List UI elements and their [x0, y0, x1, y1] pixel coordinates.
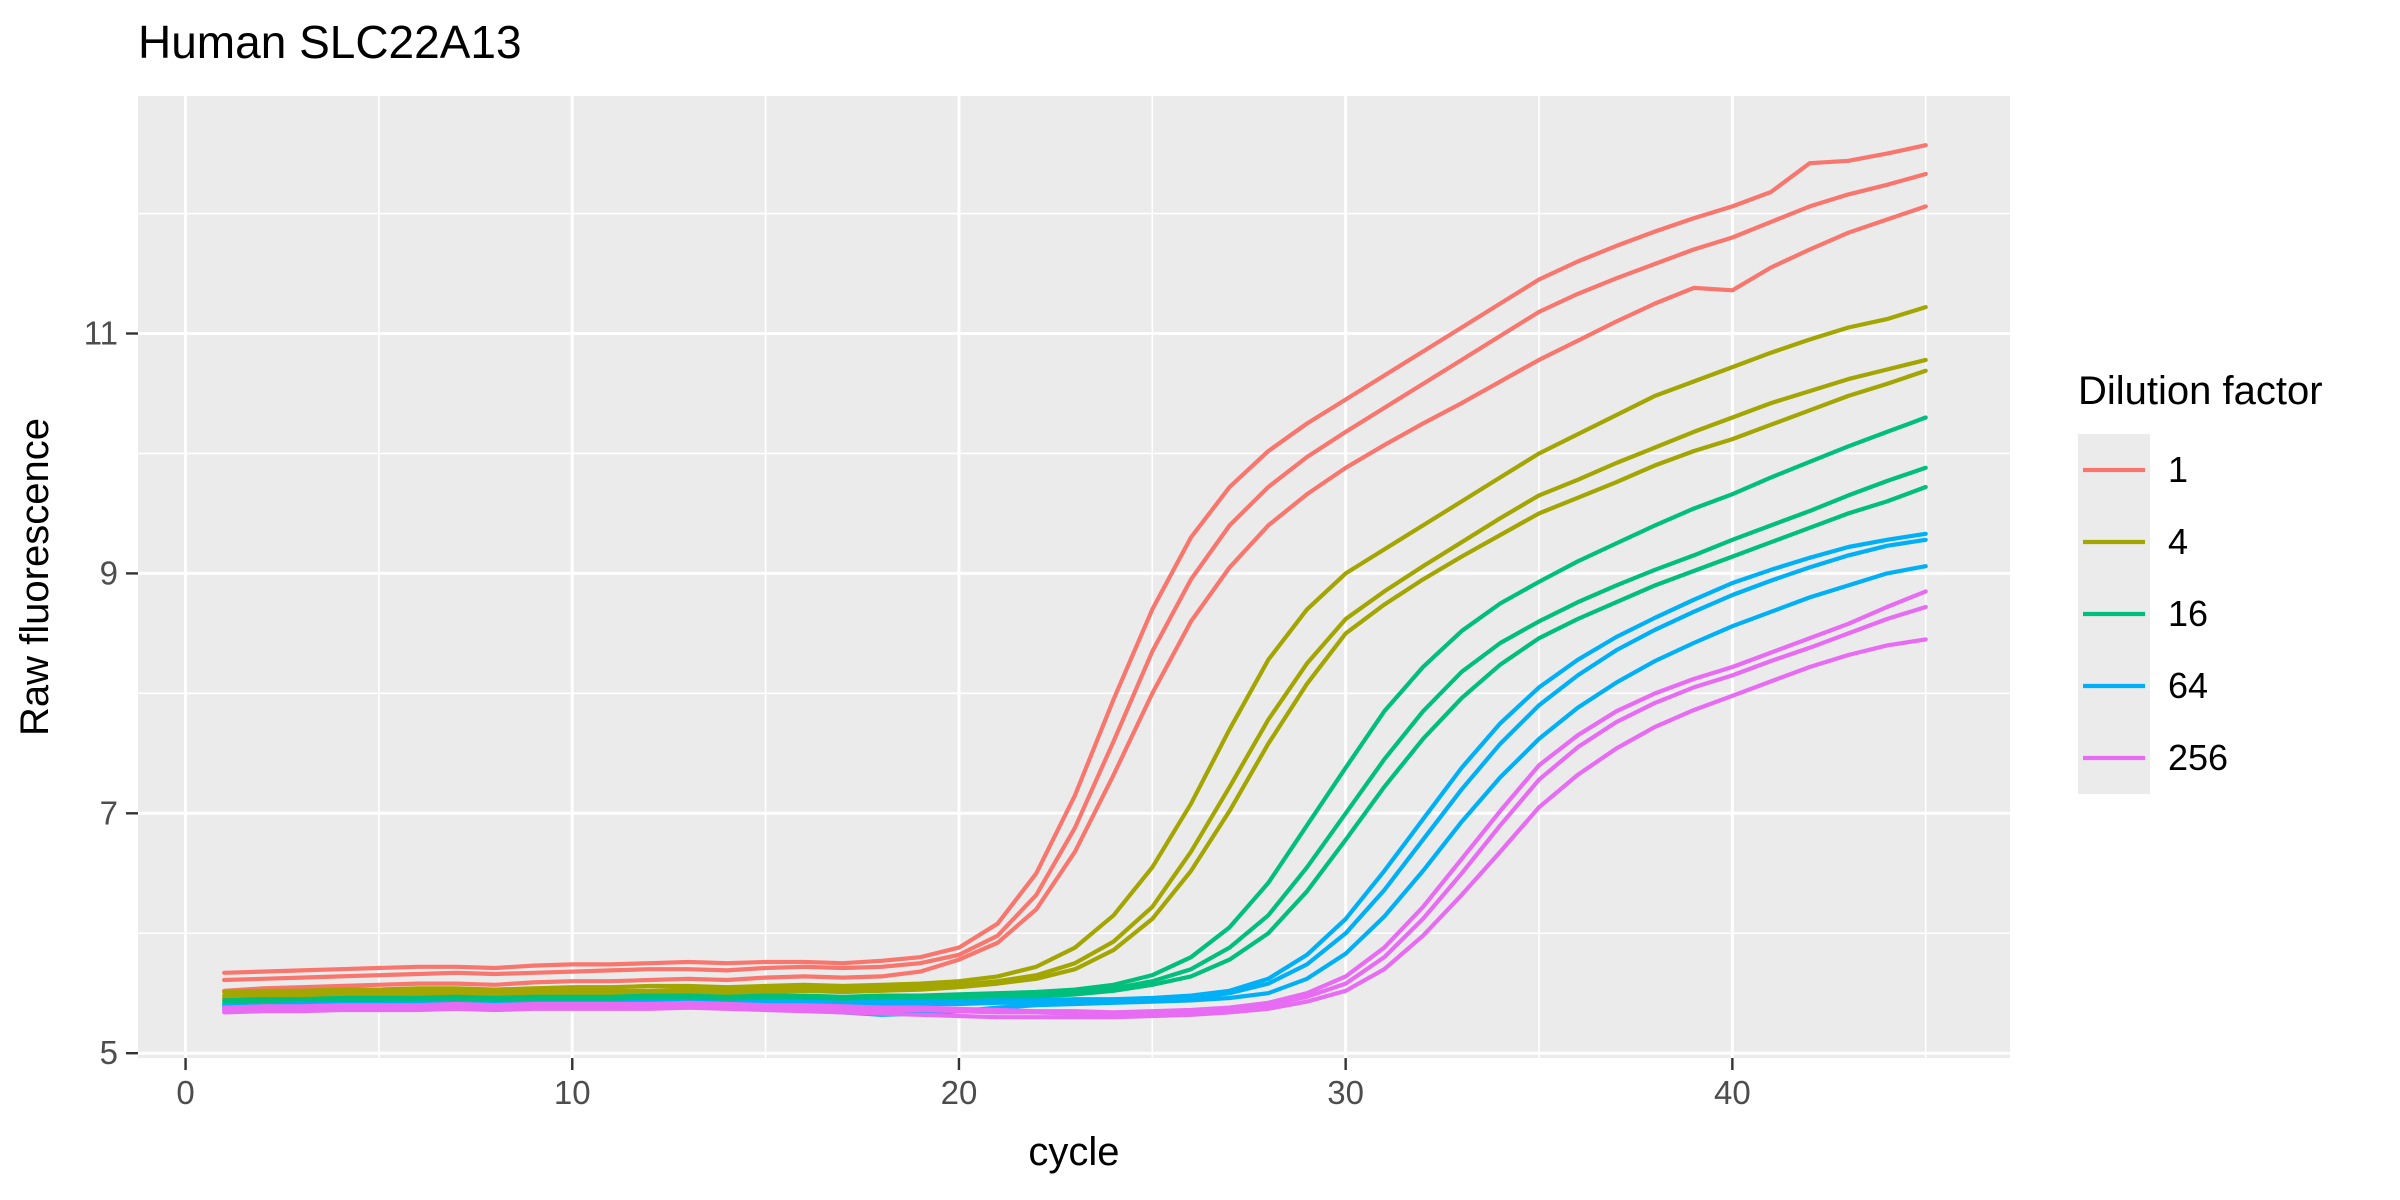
x-tick-label: 40: [1714, 1074, 1751, 1111]
x-tick-label: 0: [176, 1074, 194, 1111]
series-line-dilution-1-rep-2: [222, 171, 1928, 983]
series-line-dilution-16-rep-1: [222, 415, 1928, 1003]
legend-title: Dilution factor: [2078, 369, 2323, 413]
legend: Dilution factor 1 4 16 64 256: [2078, 369, 2323, 794]
y-tick-label: 5: [100, 1034, 118, 1071]
x-tick-label: 30: [1327, 1074, 1364, 1111]
y-axis-title: Raw fluorescence: [13, 418, 57, 736]
legend-label-4: 4: [2168, 521, 2188, 562]
axis-layer: 0 10 20 30 40 5 7 9 11: [84, 315, 1751, 1111]
series-line-dilution-4-rep-3: [222, 368, 1928, 1001]
legend-label-1: 1: [2168, 449, 2188, 490]
series-line-dilution-1-rep-1: [222, 143, 1928, 975]
x-tick-label: 20: [941, 1074, 978, 1111]
legend-label-64: 64: [2168, 665, 2208, 706]
series-line-dilution-256-rep-2: [222, 604, 1928, 1016]
series-layer: [222, 143, 1928, 1020]
series-line-dilution-4-rep-2: [222, 357, 1928, 998]
series-line-dilution-16-rep-2: [222, 465, 1928, 1005]
plot-title: Human SLC22A13: [138, 16, 522, 68]
legend-label-256: 256: [2168, 737, 2228, 778]
panel-background: [138, 96, 2010, 1058]
series-line-dilution-4-rep-1: [222, 305, 1928, 995]
legend-label-16: 16: [2168, 593, 2208, 634]
y-tick-label: 7: [100, 794, 118, 831]
x-tick-label: 10: [554, 1074, 591, 1111]
series-line-dilution-256-rep-1: [222, 589, 1928, 1015]
series-line-dilution-1-rep-3: [222, 204, 1928, 993]
plot-panel-layer: [138, 96, 2010, 1058]
x-axis-title: cycle: [1028, 1130, 1119, 1174]
series-line-dilution-256-rep-3: [222, 637, 1928, 1020]
y-tick-label: 11: [84, 315, 118, 352]
y-tick-label: 9: [100, 554, 118, 591]
